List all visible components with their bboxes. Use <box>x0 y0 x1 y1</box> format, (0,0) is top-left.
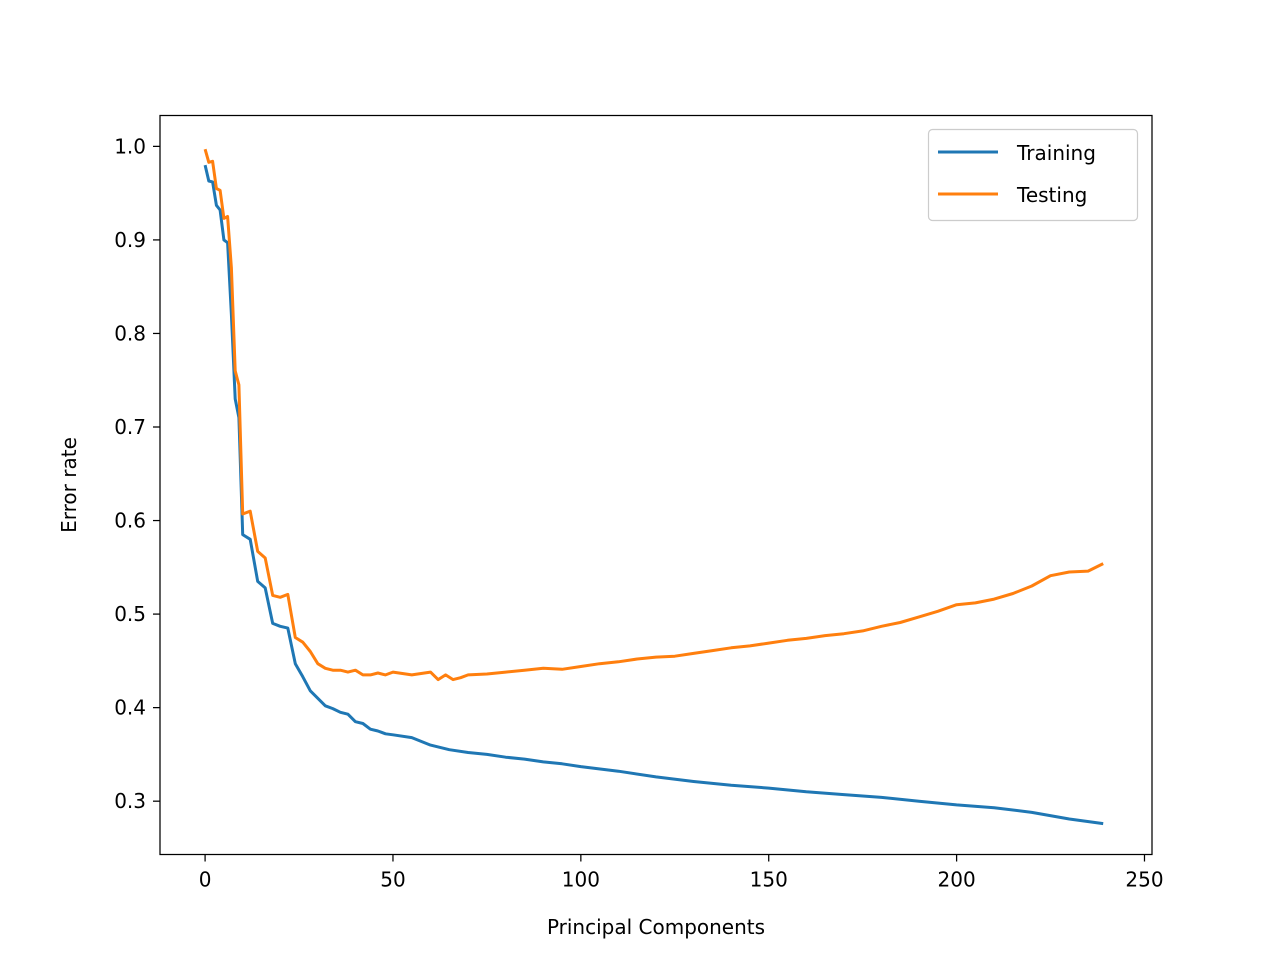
x-tick-label: 100 <box>562 868 600 892</box>
y-ticks: 0.3 0.4 0.5 0.6 0.7 0.8 0.9 1.0 <box>114 134 160 813</box>
y-tick-label: 0.6 <box>114 509 146 533</box>
x-tick-label: 0 <box>199 868 212 892</box>
legend-label-training: Training <box>1016 141 1096 165</box>
legend: Training Testing <box>927 128 1139 222</box>
legend-label-testing: Testing <box>1016 183 1087 207</box>
y-tick-label: 0.9 <box>114 228 146 252</box>
x-axis-label: Principal Components <box>547 915 765 939</box>
axes-frame <box>159 114 1153 856</box>
x-tick-label: 150 <box>750 868 788 892</box>
y-tick-label: 1.0 <box>114 134 146 158</box>
y-tick-label: 0.3 <box>114 789 146 813</box>
y-tick-label: 0.8 <box>114 321 146 345</box>
x-ticks: 0 50 100 150 200 250 <box>199 854 1164 892</box>
series-line-training <box>203 164 1104 826</box>
y-axis-label: Error rate <box>57 437 81 533</box>
x-tick-label: 50 <box>380 868 405 892</box>
series-line-testing <box>203 148 1104 682</box>
x-tick-label: 250 <box>1125 868 1163 892</box>
y-tick-label: 0.5 <box>114 602 146 626</box>
series-layer <box>203 148 1104 826</box>
y-tick-label: 0.4 <box>114 696 146 720</box>
y-tick-label: 0.7 <box>114 415 146 439</box>
x-tick-label: 200 <box>938 868 976 892</box>
